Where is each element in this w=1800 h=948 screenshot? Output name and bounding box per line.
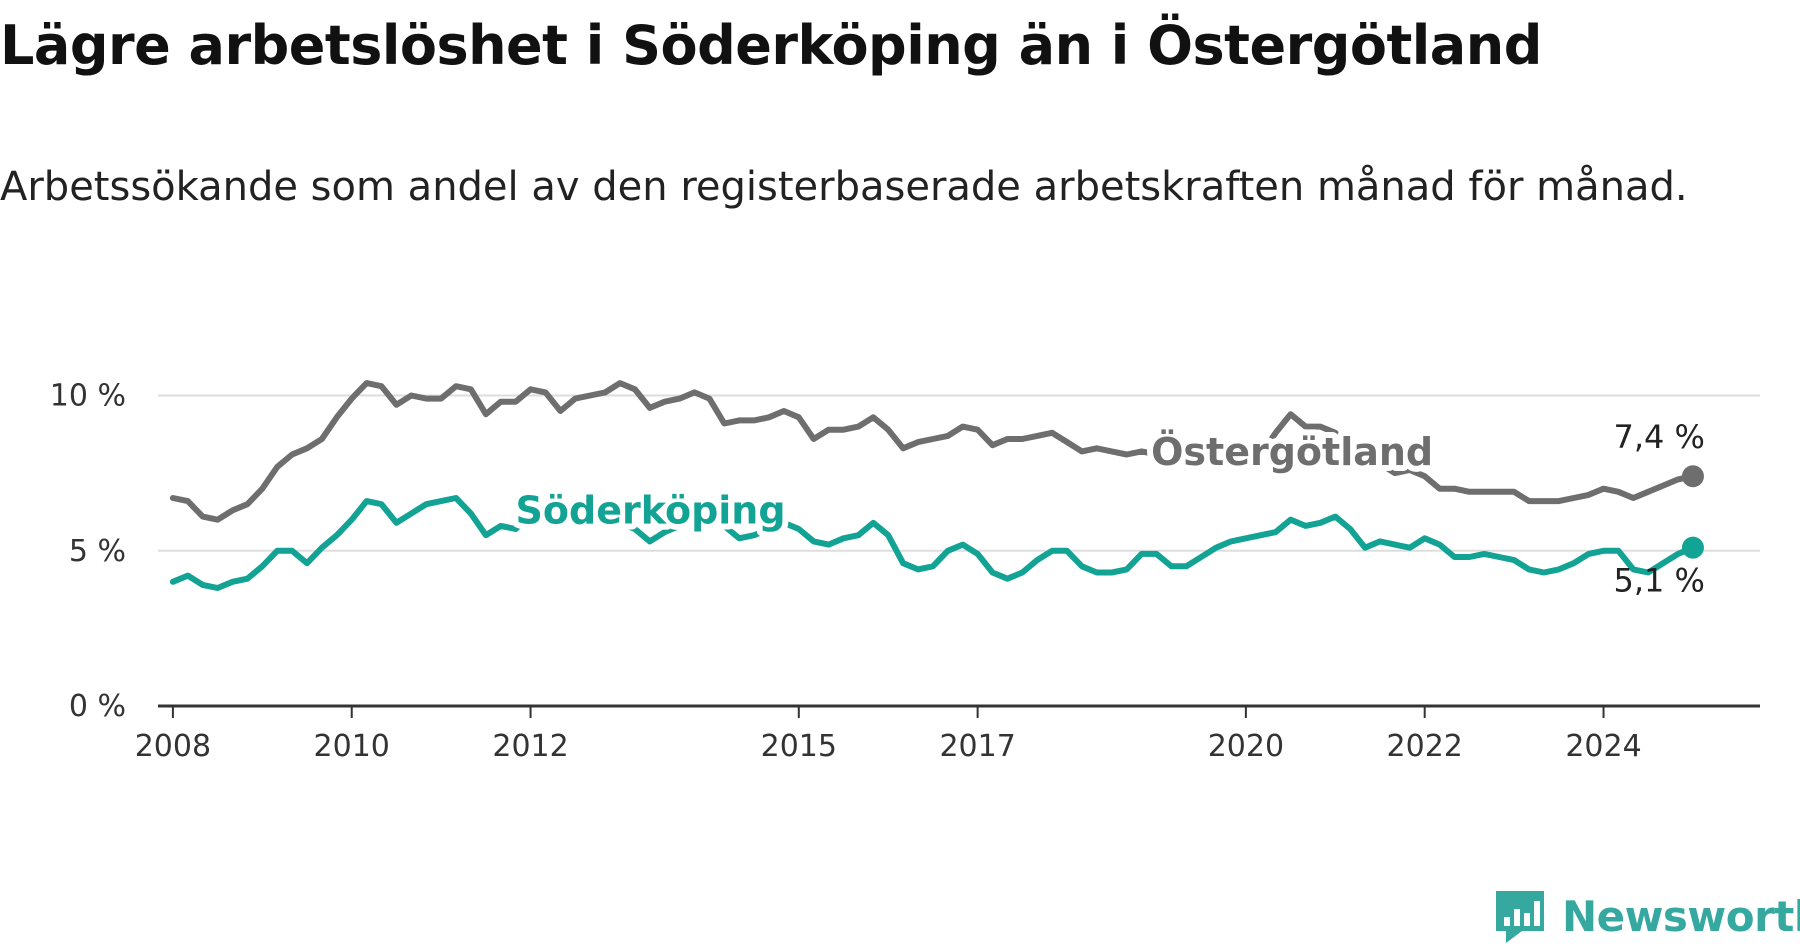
x-tick-label: 2008 bbox=[135, 729, 211, 764]
series-lines bbox=[169, 380, 1704, 591]
end-value-label-soderkoping: 5,1 % bbox=[1613, 562, 1704, 600]
newsworthy-logo-icon bbox=[1496, 891, 1544, 943]
chart-title: Lägre arbetslöshet i Söderköping än i Ös… bbox=[0, 14, 1542, 77]
series-name-label-ostergotland: Östergötland bbox=[1151, 430, 1433, 474]
chart-subtitle: Arbetssökande som andel av den registerb… bbox=[0, 164, 1688, 210]
end-value-label-ostergotland: 7,4 % bbox=[1613, 418, 1704, 456]
x-tick-label: 2015 bbox=[761, 729, 837, 764]
end-point-ostergotland bbox=[1681, 465, 1704, 488]
x-tick-label: 2012 bbox=[492, 729, 568, 764]
series-labels: 7,4 % 5,1 % Östergötland Söderköping bbox=[510, 418, 1705, 600]
x-tick-label: 2024 bbox=[1565, 729, 1641, 764]
x-tick-label: 2022 bbox=[1387, 729, 1463, 764]
y-tick-label: 10 % bbox=[50, 379, 126, 414]
x-tick-label: 2020 bbox=[1208, 729, 1284, 764]
series-name-label-soderkoping: Söderköping bbox=[516, 488, 786, 532]
brand-name: Newsworthy bbox=[1562, 891, 1800, 941]
end-point-soderkoping bbox=[1681, 536, 1704, 559]
x-tick-label: 2017 bbox=[939, 729, 1015, 764]
x-axis: 2008 2010 2012 2015 2017 2020 2022 2024 bbox=[135, 704, 1760, 764]
brand-logo: Newsworthy bbox=[1492, 886, 1800, 946]
y-tick-label: 0 % bbox=[69, 689, 126, 724]
gridlines bbox=[158, 394, 1760, 552]
y-tick-label: 5 % bbox=[69, 534, 126, 569]
y-axis: 0 % 5 % 10 % bbox=[50, 379, 126, 724]
series-line-soderkoping bbox=[169, 495, 1696, 591]
series-line-ostergotland bbox=[169, 380, 1696, 523]
x-tick-label: 2010 bbox=[314, 729, 390, 764]
